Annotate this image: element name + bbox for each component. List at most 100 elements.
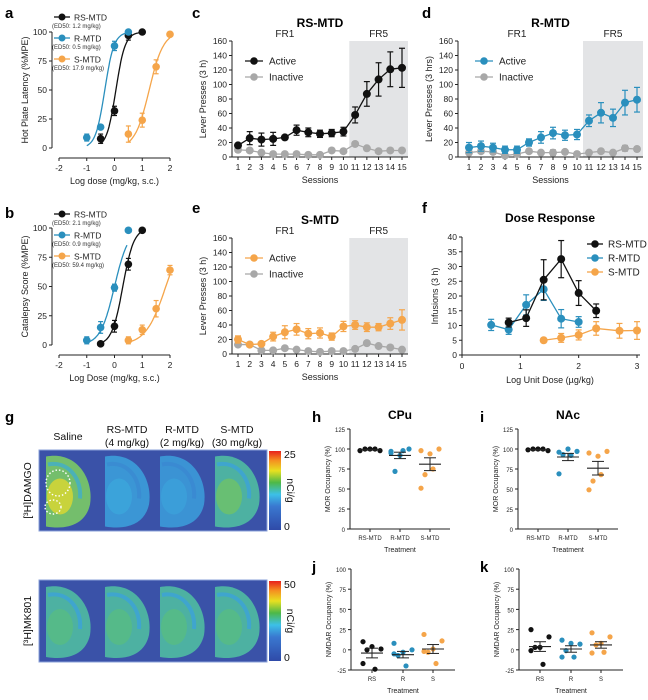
data-point-RS-MTD xyxy=(557,255,566,264)
x-axis-label: Treatment xyxy=(555,688,587,695)
data-point-active xyxy=(585,116,593,125)
x-tick-label: R xyxy=(401,677,406,683)
legend-label: R-MTD xyxy=(74,34,101,44)
chart-title: NAc xyxy=(556,408,580,422)
data-point-active xyxy=(316,328,324,337)
y-tick-label: 80 xyxy=(218,291,228,301)
legend-label: S-MTD xyxy=(608,268,640,279)
y-tick-label: 60 xyxy=(218,306,228,316)
data-point-RS xyxy=(360,660,366,667)
brain-striatum-region xyxy=(106,478,132,515)
y-tick-label: 100 xyxy=(33,223,47,233)
y-tick-label: 40 xyxy=(444,123,454,133)
data-point-RS-MTD xyxy=(96,134,105,143)
colorscale-min: 0 xyxy=(284,652,290,664)
data-point-inactive xyxy=(537,148,545,157)
data-point-inactive xyxy=(257,346,266,355)
data-point-S-MTD xyxy=(604,448,610,454)
data-point-RS-MTD xyxy=(357,448,363,454)
data-point-active xyxy=(339,322,348,331)
panel-label-b: b xyxy=(5,205,14,222)
panel-label-j: j xyxy=(311,559,316,576)
phase-label-fr5: FR5 xyxy=(604,29,623,40)
x-tick-label: 13 xyxy=(608,162,618,172)
y-tick-label: 100 xyxy=(439,80,453,90)
legend-label: R-MTD xyxy=(608,254,640,265)
y-tick-label: 100 xyxy=(335,448,346,454)
data-point-R xyxy=(391,651,397,657)
roi-nac-outline xyxy=(44,499,62,515)
data-point-active xyxy=(609,113,617,122)
data-point-inactive xyxy=(280,344,289,353)
y-tick-label: 0 xyxy=(511,649,515,655)
x-tick-label: 12 xyxy=(362,162,372,172)
x-tick-label: 7 xyxy=(539,162,544,172)
data-point-inactive xyxy=(374,147,383,156)
y-tick-label: 0 xyxy=(342,528,346,534)
data-point-R-MTD xyxy=(124,28,133,36)
data-point-active xyxy=(561,131,569,140)
data-point-active xyxy=(245,340,254,349)
data-point-RS-MTD xyxy=(545,448,551,454)
data-point-inactive xyxy=(609,148,617,157)
y-tick-label: 100 xyxy=(336,568,347,574)
data-point-inactive xyxy=(398,146,406,155)
y-tick-label: 60 xyxy=(444,109,454,119)
colorscale-unit: nCi/g xyxy=(284,609,296,634)
x-tick-label: 3 xyxy=(259,359,264,369)
x-tick-label: 8 xyxy=(318,359,323,369)
y-axis-label: NMDAR Occupancy (%) xyxy=(494,582,501,657)
x-tick-label: 13 xyxy=(374,359,384,369)
column-label-line1: S-MTD xyxy=(220,424,254,436)
brain-cortex-band xyxy=(161,461,197,499)
x-tick-label: 10 xyxy=(339,162,349,172)
data-point-active xyxy=(257,339,266,348)
brain-striatum-region xyxy=(161,609,187,645)
data-point-R-MTD xyxy=(406,446,412,452)
data-point-S-MTD xyxy=(574,330,583,339)
data-point-RS xyxy=(528,627,534,633)
data-point-S-MTD xyxy=(586,450,592,456)
data-point-S xyxy=(601,649,607,655)
x-tick-label: 14 xyxy=(386,359,396,369)
x-axis-label: Sessions xyxy=(532,175,569,185)
x-tick-label: 1 xyxy=(236,162,241,172)
x-tick-label: 11 xyxy=(585,162,594,172)
data-point-active xyxy=(549,129,557,138)
data-point-S-MTD xyxy=(557,333,566,342)
x-tick-label: 9 xyxy=(563,162,568,172)
y-tick-label: 100 xyxy=(213,80,227,90)
column-label-line1: RS-MTD xyxy=(107,424,148,436)
x-tick-label: 1 xyxy=(467,162,472,172)
data-point-active xyxy=(351,321,360,329)
x-tick-label: -2 xyxy=(55,163,63,173)
y-tick-label: 35 xyxy=(448,247,458,257)
y-tick-label: 30 xyxy=(448,262,458,272)
y-tick-label: 40 xyxy=(218,320,228,330)
data-point-active xyxy=(398,315,406,324)
data-point-active xyxy=(489,143,497,152)
data-point-S xyxy=(589,650,595,656)
chart-panel-i: NAc 0 25 50 75 100 125 RS-MTD R-MTD S-MTD Treatmen… xyxy=(493,408,618,554)
data-point-R-MTD xyxy=(392,468,398,474)
x-tick-label: R-MTD xyxy=(558,536,578,542)
data-point-S xyxy=(421,648,427,655)
data-point-active xyxy=(304,128,313,137)
y-axis-label: NMDAR Occupancy (%) xyxy=(326,582,333,657)
x-tick-label: 4 xyxy=(271,359,276,369)
legend-marker xyxy=(250,73,258,81)
data-point-S-MTD xyxy=(539,336,548,345)
legend-marker xyxy=(250,254,258,262)
data-point-R xyxy=(571,654,577,660)
y-tick-label: 0 xyxy=(452,350,457,360)
data-point-R xyxy=(391,640,397,646)
column-label-line2: (4 mg/kg) xyxy=(105,437,149,449)
data-point-inactive xyxy=(316,150,324,159)
data-point-active xyxy=(633,95,641,104)
data-point-R-MTD xyxy=(124,226,133,235)
data-point-active xyxy=(339,127,348,136)
y-tick-label: 120 xyxy=(439,65,453,75)
brain-striatum-region xyxy=(47,609,73,645)
x-tick-label: 12 xyxy=(596,162,606,172)
